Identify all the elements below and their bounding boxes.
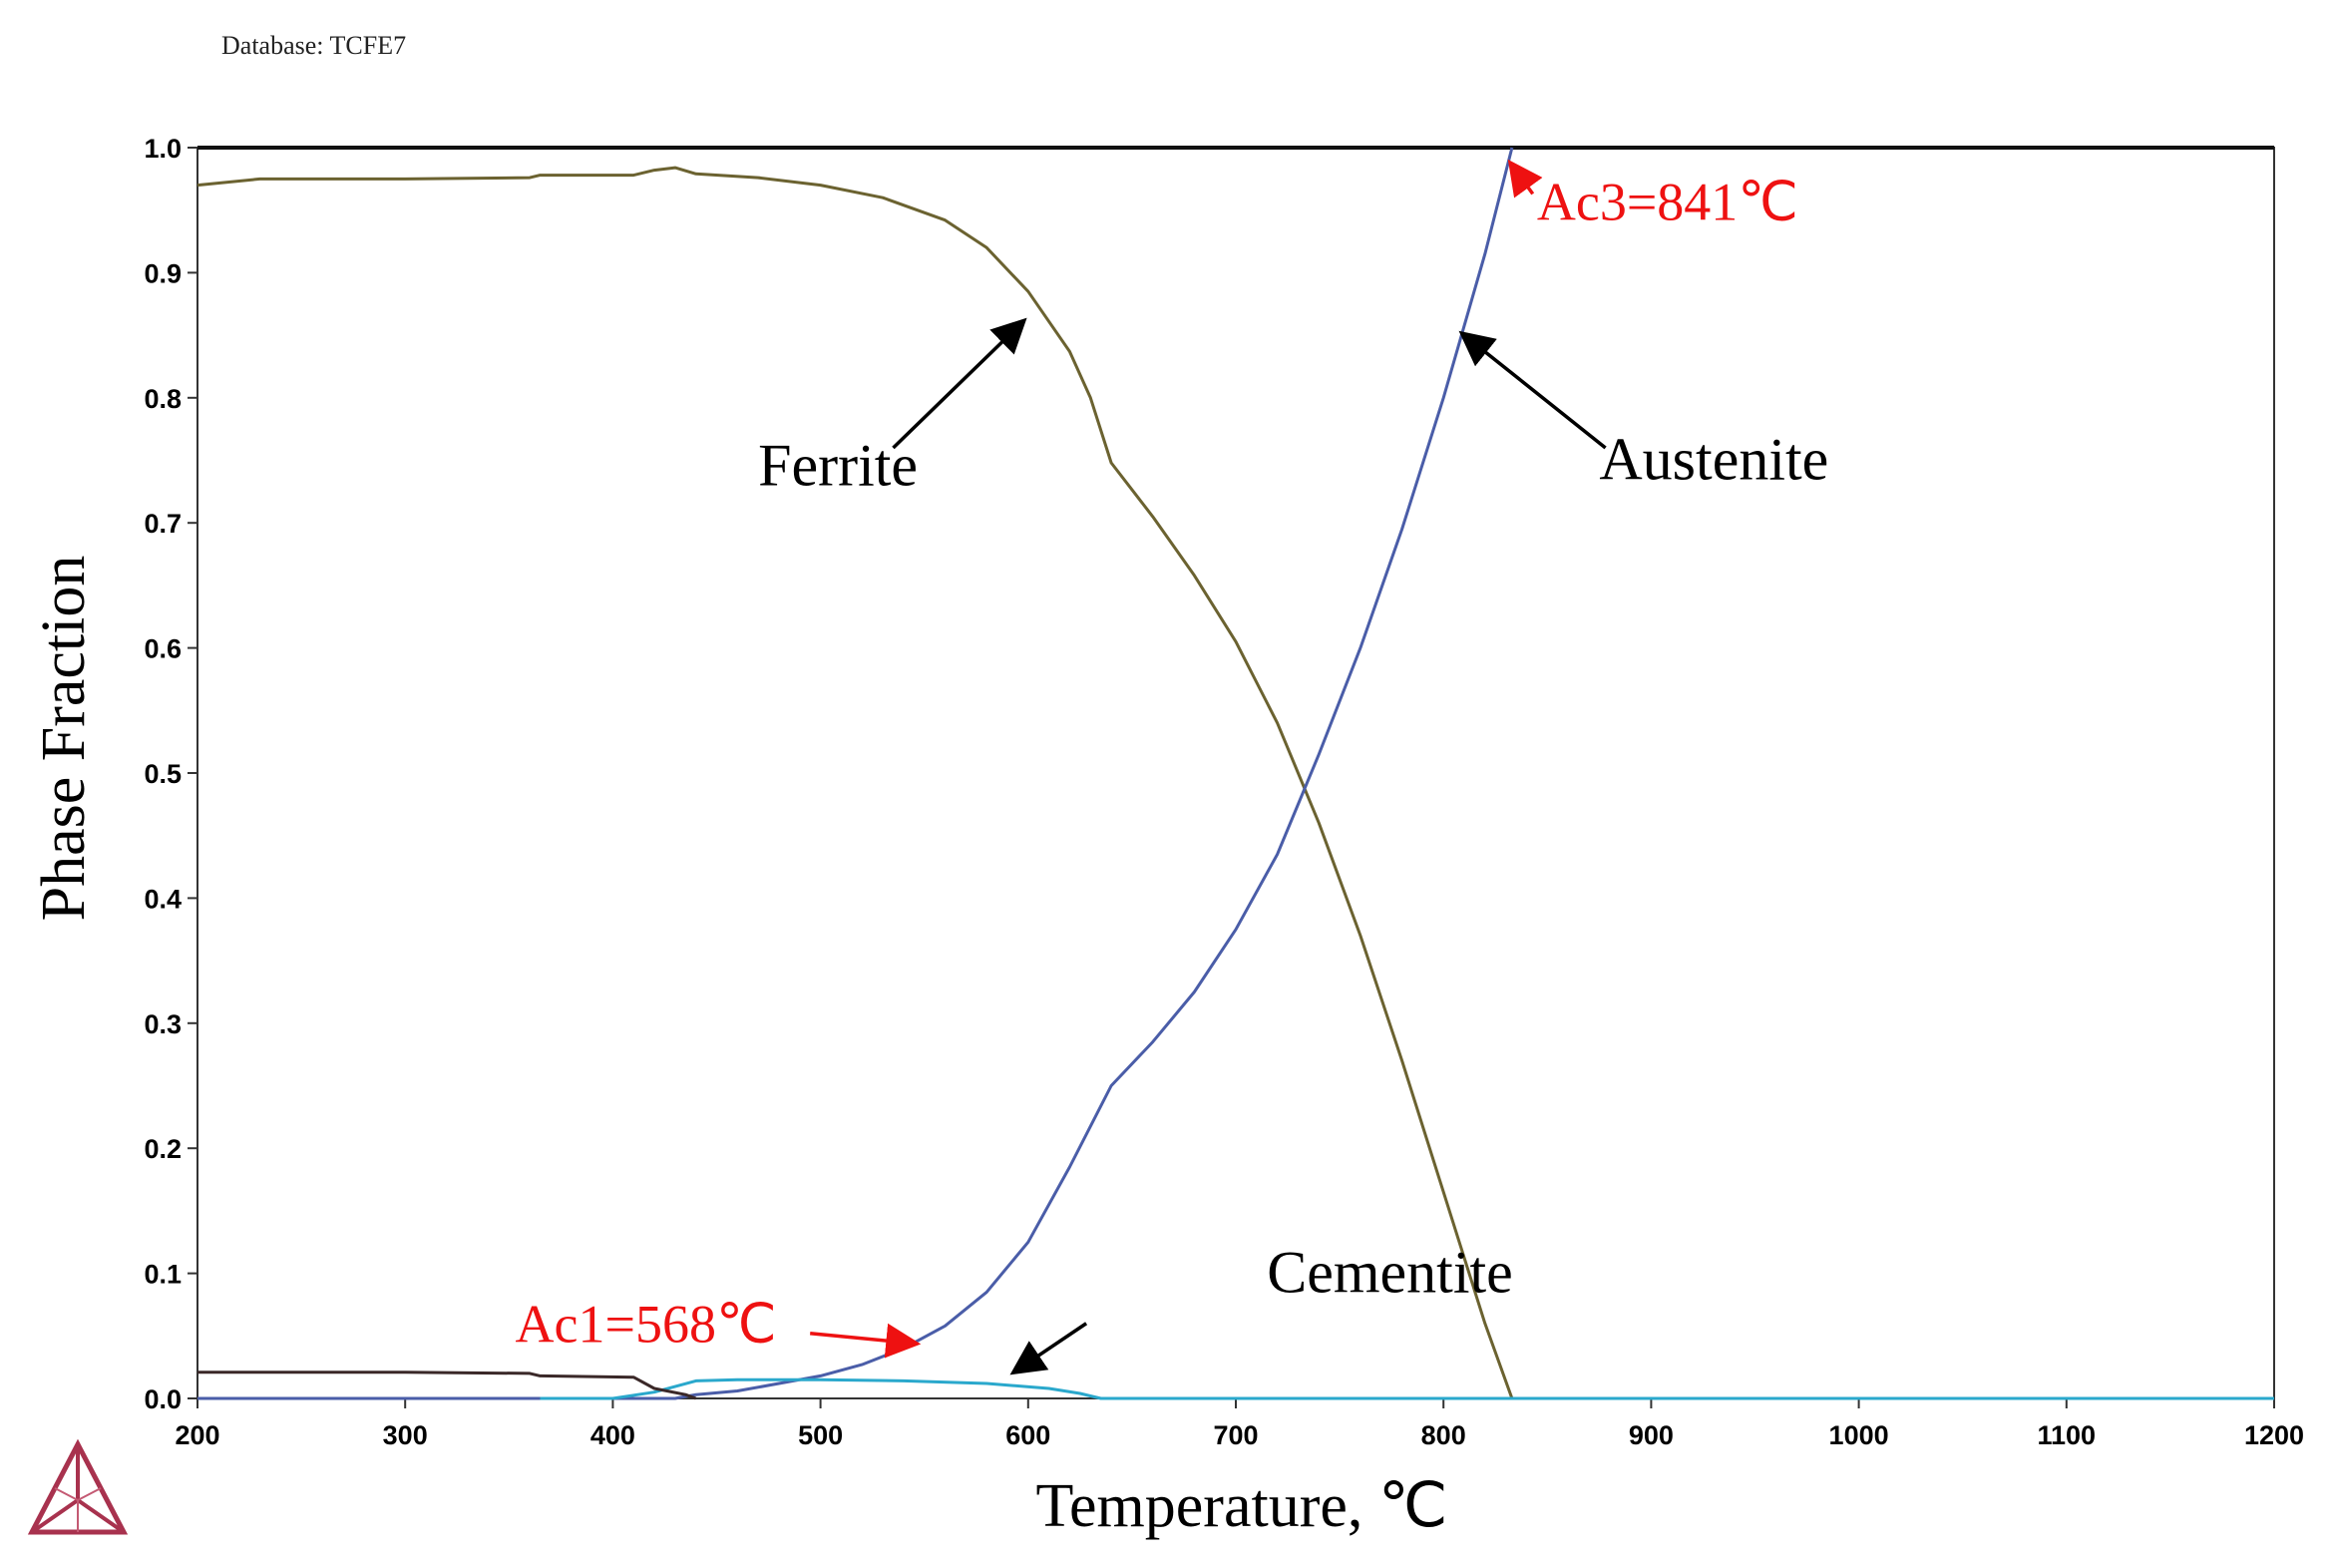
- y-tick-label: 0.7: [144, 509, 182, 539]
- x-tick-label: 600: [1005, 1420, 1050, 1450]
- y-tick-label: 0.1: [144, 1260, 182, 1290]
- series-layer: [196, 147, 2274, 1400]
- annotation-label-ac3: Ac3=841℃: [1537, 173, 1798, 232]
- plot-frame: [196, 146, 2275, 1399]
- x-axis-ticks: 200 300 400 500 600 700 800 900 1000 1100 1200: [175, 1398, 2304, 1450]
- y-tick-label: 0.8: [144, 384, 182, 414]
- x-tick-label: 400: [590, 1420, 635, 1450]
- annotation-label-ferrite: Ferrite: [758, 433, 918, 499]
- annotation-arrow-austenite: [1458, 330, 1607, 450]
- annotation-layer: Ferrite Austenite Cementite Ac1=568℃ Ac3=841…: [516, 159, 1828, 1375]
- annotation-arrow-ac1: [810, 1323, 922, 1359]
- thermo-calc-logo: [27, 1438, 129, 1535]
- annotation-label-ac1: Ac1=568℃: [516, 1295, 777, 1355]
- y-tick-label: 0.9: [144, 258, 182, 288]
- x-tick-label: 1100: [2038, 1420, 2097, 1450]
- annotation-label-austenite: Austenite: [1599, 426, 1828, 492]
- series-line-ferrite: [196, 166, 2274, 1400]
- y-tick-label: 0.5: [144, 759, 182, 789]
- y-axis-title: Phase Fraction: [30, 556, 98, 922]
- x-tick-label: 700: [1213, 1420, 1258, 1450]
- annotation-arrow-ac3: [1507, 159, 1543, 198]
- y-tick-label: 0.6: [144, 634, 182, 664]
- x-axis-title: Temperature, ℃: [1036, 1472, 1448, 1540]
- y-tick-label: 0.2: [144, 1134, 182, 1164]
- database-label: Database: TCFE7: [221, 31, 406, 60]
- y-tick-label: 0.3: [144, 1009, 182, 1039]
- series-line-austenite: [197, 147, 1514, 1400]
- annotation-arrow-ferrite: [892, 317, 1027, 450]
- x-tick-label: 500: [798, 1420, 843, 1450]
- plot-border: [196, 147, 2275, 1399]
- annotation-label-cementite: Cementite: [1267, 1239, 1513, 1305]
- series-line-other-phase: [197, 1371, 697, 1400]
- series-line-cementite: [540, 1377, 2274, 1400]
- y-tick-label: 1.0: [144, 134, 182, 164]
- x-tick-label: 200: [175, 1420, 219, 1450]
- x-tick-label: 1200: [2244, 1420, 2304, 1450]
- x-tick-label: 900: [1629, 1420, 1674, 1450]
- x-tick-label: 800: [1421, 1420, 1466, 1450]
- annotation-arrow-cementite: [1009, 1322, 1088, 1375]
- y-tick-label: 0.4: [144, 884, 182, 914]
- y-axis-ticks: 0.0 0.1 0.2 0.3 0.4 0.5 0.6 0.7 0.8 0.9 1.0: [144, 134, 197, 1414]
- y-tick-label: 0.0: [144, 1384, 182, 1414]
- x-tick-label: 300: [383, 1420, 428, 1450]
- x-tick-label: 1000: [1829, 1420, 1889, 1450]
